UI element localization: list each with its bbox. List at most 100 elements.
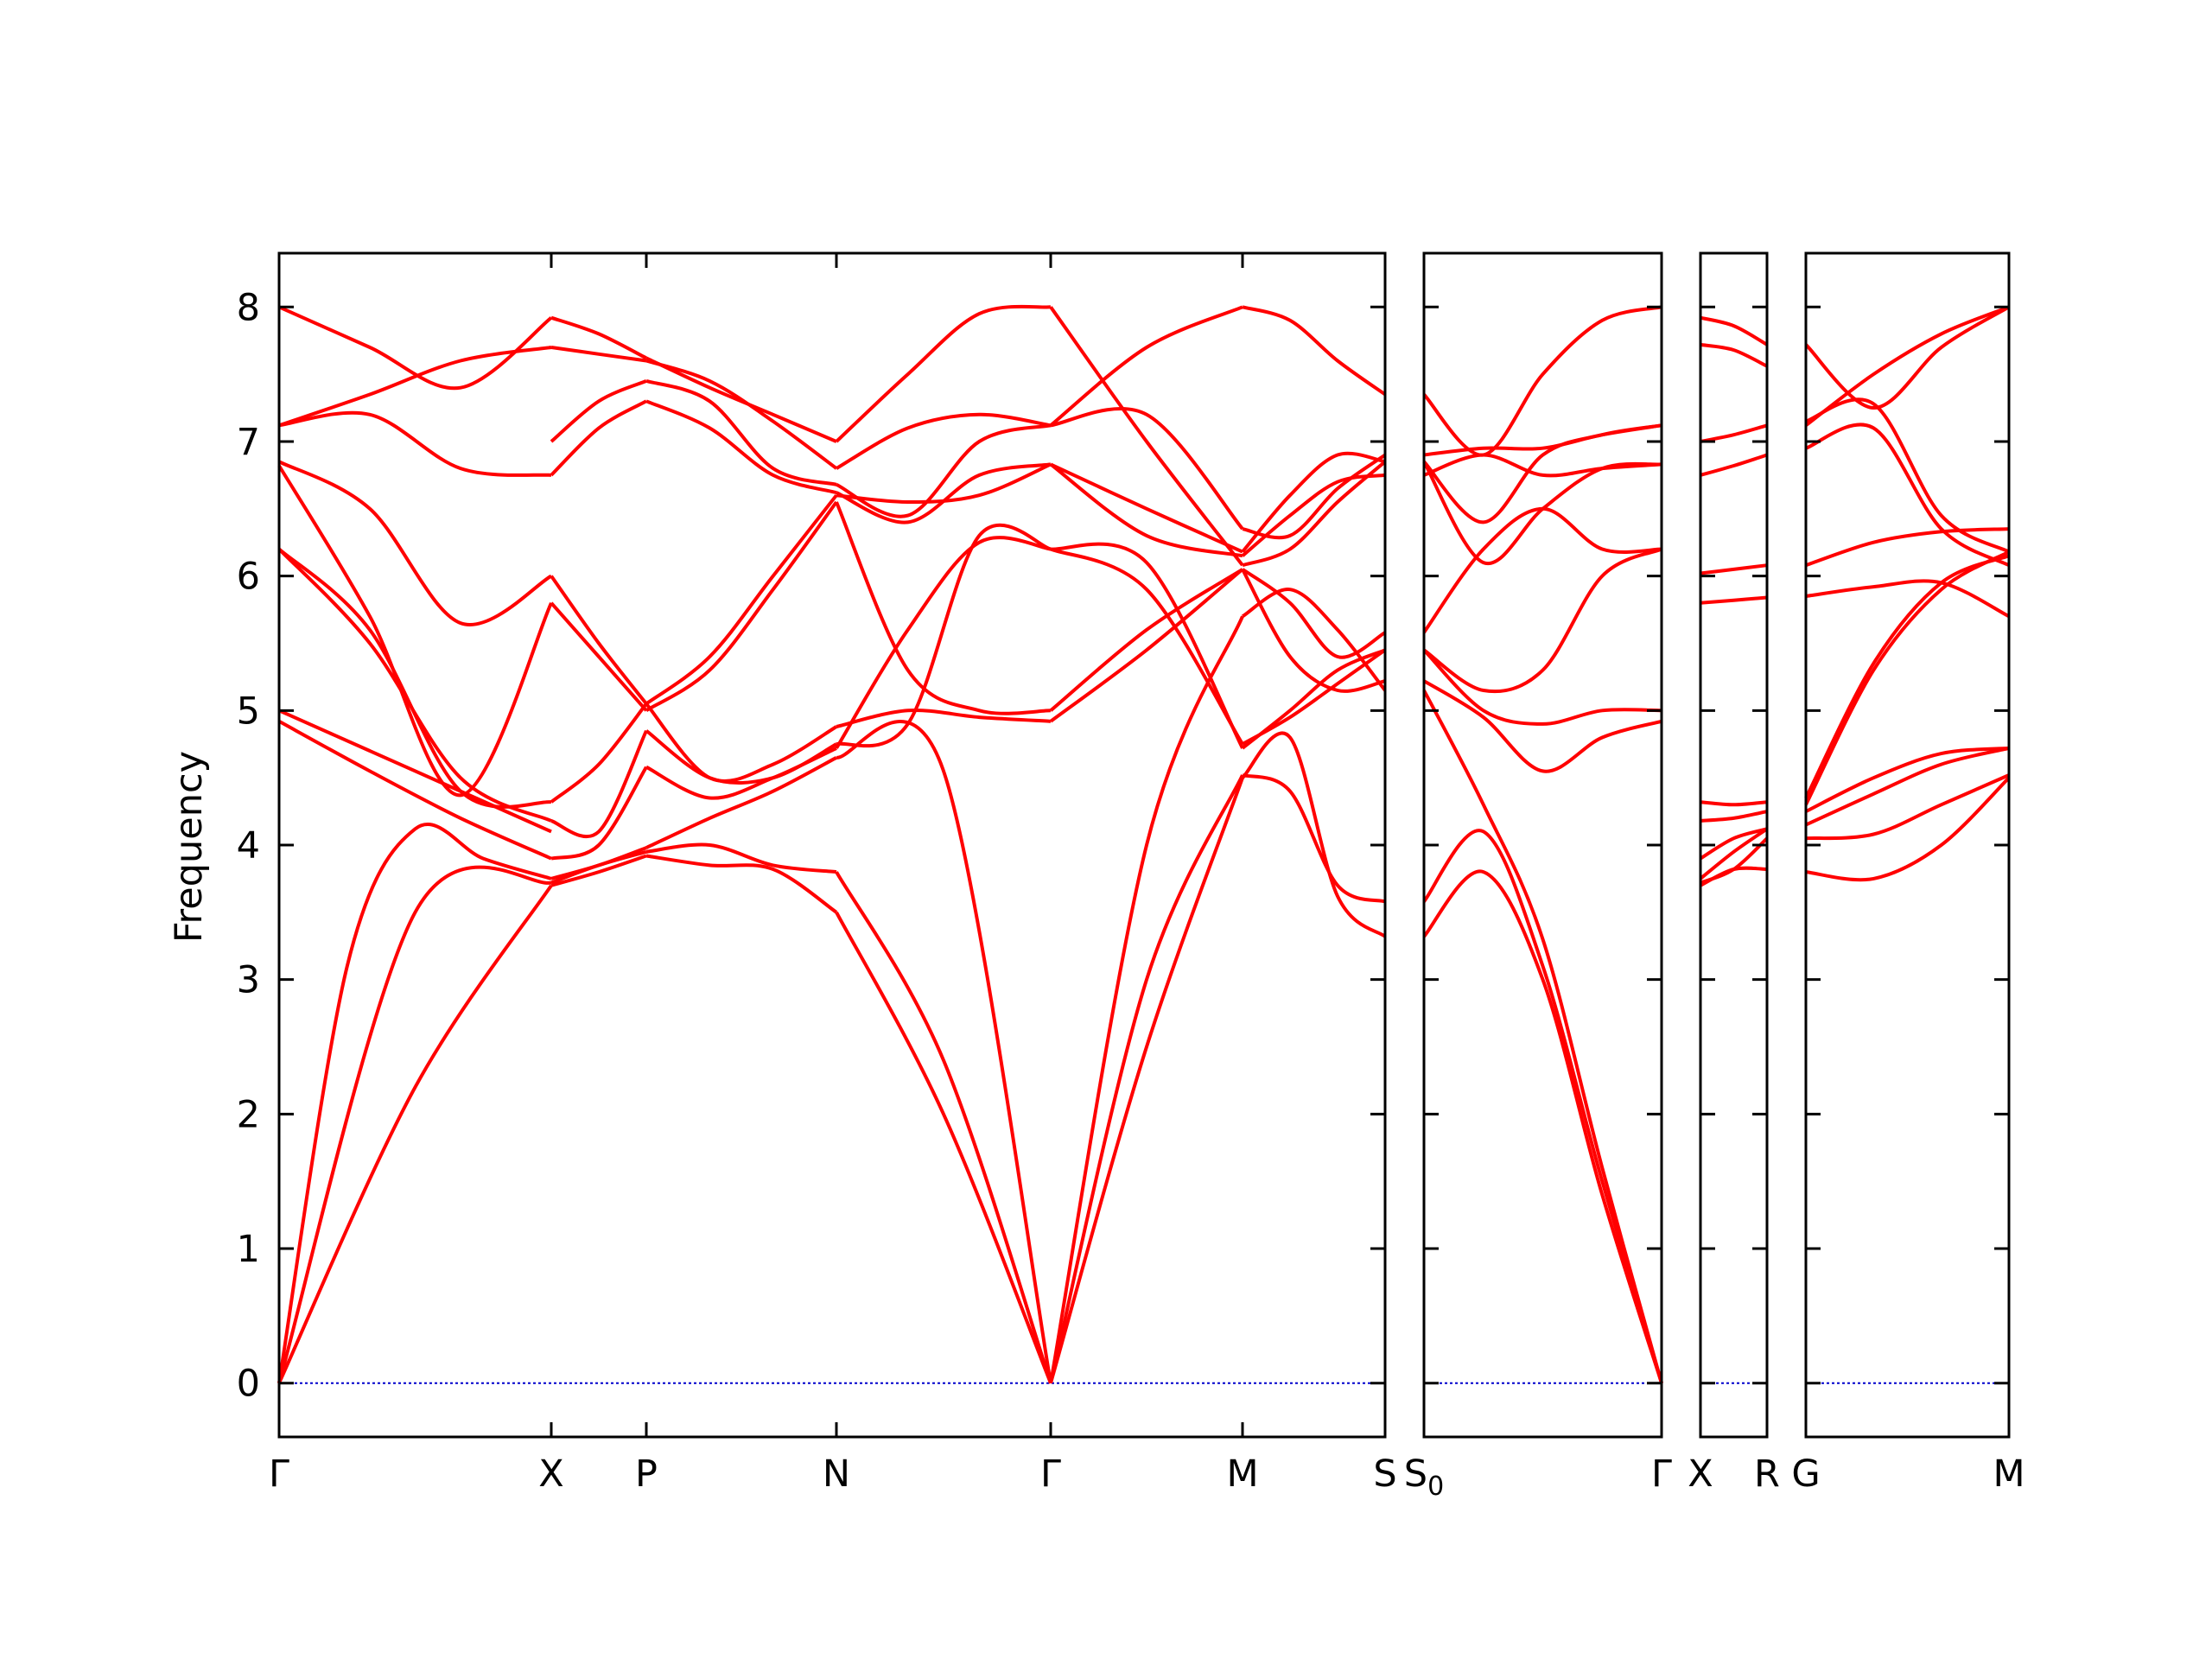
x-tick-label: Γ: [1040, 1452, 1061, 1496]
band-line: [277, 548, 552, 823]
y-tick-label: 5: [237, 690, 260, 733]
band-line: [278, 346, 552, 428]
x-tick-label-subscript: 0: [1427, 1471, 1444, 1502]
band-line: [836, 523, 1052, 748]
x-tick-label: S0: [1404, 1452, 1444, 1502]
band-line: [1049, 774, 1244, 1384]
band-line: [1050, 547, 1244, 746]
band-line: [1049, 615, 1244, 1384]
band-line: [1804, 550, 2010, 806]
band-line: [645, 854, 838, 914]
band-line: [1049, 306, 1244, 567]
band-line: [1241, 568, 1386, 693]
band-line: [1049, 568, 1244, 712]
band-line: [550, 346, 647, 363]
band-line: [1242, 305, 1387, 397]
band-line: [836, 462, 1052, 524]
y-tick-label: 1: [237, 1228, 260, 1271]
band-line: [550, 729, 648, 839]
band-line: [1804, 554, 2010, 799]
band-line: [1700, 800, 1768, 807]
band-line: [1050, 542, 1244, 749]
band-line: [1241, 451, 1386, 553]
band-line: [550, 575, 648, 705]
band-line: [1242, 453, 1387, 540]
band-line: [550, 846, 647, 880]
band-line: [1700, 453, 1768, 477]
band-line: [278, 720, 552, 861]
y-tick-label: 0: [237, 1363, 260, 1406]
band-line: [550, 702, 648, 804]
band-line: [1700, 423, 1768, 443]
band-line: [835, 871, 1052, 1384]
y-axis-title: Frequency: [168, 751, 211, 943]
band-line: [1805, 527, 2010, 568]
band-line: [836, 720, 1052, 1384]
y-tick-label: 2: [237, 1093, 260, 1136]
band-line: [277, 822, 552, 1384]
band-line: [645, 356, 837, 443]
band-line: [278, 460, 553, 626]
band-line: [277, 548, 552, 809]
band-line: [1699, 827, 1769, 880]
band-line: [1805, 776, 2011, 882]
x-tick-label: G: [1791, 1452, 1820, 1496]
band-line: [278, 410, 552, 477]
band-line: [1805, 746, 2010, 813]
band-line: [1241, 473, 1386, 557]
band-line: [1049, 568, 1244, 723]
band-line: [550, 315, 647, 360]
band-line: [1422, 829, 1663, 1384]
band-line: [1241, 568, 1387, 659]
x-tick-label: R: [1754, 1452, 1780, 1496]
band-line: [1422, 547, 1662, 694]
band-line: [645, 378, 837, 486]
band-line: [645, 702, 838, 783]
x-tick-label: M: [1226, 1452, 1258, 1496]
band-line: [1422, 679, 1662, 773]
band-line: [1422, 461, 1662, 566]
band-line: [1700, 342, 1768, 368]
y-tick-label: 4: [237, 824, 260, 868]
band-line: [1422, 648, 1662, 726]
band-line: [1241, 731, 1387, 938]
band-line: [835, 911, 1052, 1384]
band-line: [277, 464, 553, 798]
band-line: [1422, 869, 1663, 1384]
band-line: [645, 493, 838, 706]
band-line: [1049, 305, 1243, 427]
y-tick-label: 8: [237, 286, 260, 329]
x-tick-label: X: [538, 1452, 563, 1496]
band-line: [1049, 777, 1244, 1384]
band-line: [1242, 460, 1387, 568]
band-line: [645, 500, 838, 712]
band-line: [550, 601, 648, 712]
band-line: [835, 536, 1052, 749]
band-line: [1805, 579, 2010, 619]
band-line: [1050, 462, 1243, 554]
band-line: [277, 884, 553, 1384]
band-line: [550, 766, 648, 861]
y-tick-label: 7: [237, 421, 260, 464]
x-tick-label: S: [1373, 1452, 1396, 1496]
band-line: [1805, 773, 2010, 841]
band-line: [1242, 773, 1386, 904]
band-line: [1422, 506, 1662, 634]
band-line: [550, 379, 647, 443]
band-line: [1699, 827, 1768, 861]
band-line: [836, 412, 1052, 470]
band-line: [836, 423, 1052, 518]
band-line: [835, 501, 1052, 715]
band-line: [645, 756, 837, 849]
band-line: [278, 709, 552, 834]
band-line: [645, 399, 837, 495]
y-tick-label: 3: [237, 959, 260, 1002]
band-line: [550, 399, 647, 477]
band-line: [645, 842, 837, 874]
band-line: [550, 854, 647, 887]
band-line: [1804, 305, 2011, 410]
x-tick-label: M: [1993, 1452, 2024, 1496]
band-line: [1422, 423, 1662, 524]
